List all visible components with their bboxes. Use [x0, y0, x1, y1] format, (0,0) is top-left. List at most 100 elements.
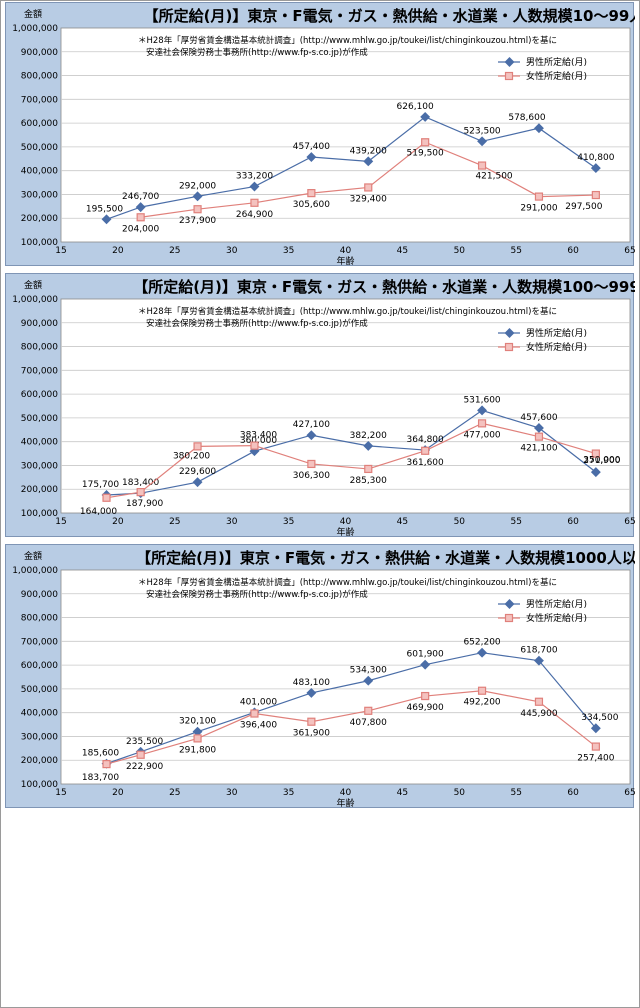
data-point-female: [364, 183, 373, 192]
series-line: [106, 422, 597, 499]
data-label-female: 297,500: [565, 202, 602, 212]
data-point-female: [477, 686, 487, 695]
data-point-male: [477, 136, 488, 147]
y-tick-label: 100,000: [21, 780, 58, 790]
chart-svg: 100,000 200,000 300,000 400,000 500,000 600,0…: [12, 549, 635, 809]
data-label-male: 246,700: [122, 192, 159, 202]
data-label-male: 292,000: [179, 181, 216, 191]
x-tick-label: 60: [567, 788, 579, 798]
source-note: ＊H28年「厚労省賃金構造基本統計調査」(http://www.mhlw.go.…: [138, 577, 557, 588]
data-label-female: 383,400: [240, 431, 277, 441]
y-tick-label: 500,000: [21, 414, 58, 424]
data-label-female: 350,000: [583, 456, 620, 466]
data-point-female: [421, 446, 430, 455]
data-label-male: 531,600: [463, 395, 500, 405]
data-label-female: 396,400: [240, 721, 277, 731]
x-tick-label: 55: [510, 246, 521, 256]
data-point-male: [534, 423, 544, 433]
legend-entry: 男性所定給(月): [526, 56, 587, 68]
data-label-male: 229,600: [179, 467, 216, 477]
data-point-female: [534, 697, 544, 706]
data-label-female: 380,200: [173, 451, 210, 461]
y-tick-label: 800,000: [21, 343, 58, 353]
data-point-male: [192, 191, 203, 202]
y-tick-label: 700,000: [21, 637, 58, 647]
data-point-female: [136, 213, 145, 222]
data-label-female: 519,500: [407, 148, 444, 158]
x-tick-label: 35: [283, 788, 294, 798]
data-label-female: 291,000: [520, 204, 557, 214]
x-axis-label: 年齢: [336, 255, 354, 267]
y-tick-label: 100,000: [21, 509, 58, 519]
series-line: [106, 116, 597, 220]
y-tick-label: 200,000: [21, 214, 58, 224]
data-point-female: [591, 449, 600, 458]
data-point-male: [590, 723, 601, 734]
data-label-male: 439,200: [350, 146, 387, 156]
data-label-female: 183,700: [82, 773, 119, 783]
data-point-female: [307, 189, 316, 198]
data-point-male: [306, 152, 317, 162]
data-label-male: 271,900: [583, 456, 620, 466]
data-label-male: 457,400: [293, 142, 330, 152]
x-axis-label: 年齢: [336, 797, 354, 809]
x-tick-label: 65: [624, 788, 635, 798]
x-tick-label: 20: [112, 246, 124, 256]
data-label-male: 427,100: [293, 420, 330, 430]
x-tick-label: 35: [283, 517, 294, 527]
data-point-female: [364, 706, 373, 715]
data-label-male: 401,000: [240, 697, 277, 707]
data-label-male: 333,200: [236, 172, 273, 182]
y-tick-label: 100,000: [21, 238, 58, 248]
chart-title: 【所定給(月)】東京・F電気・ガス・熱供給・水道業・人数規模1000人以上: [136, 549, 635, 567]
x-tick-label: 30: [226, 517, 238, 527]
data-label-female: 291,800: [179, 745, 216, 755]
y-tick-label: 300,000: [21, 732, 58, 742]
source-note: ＊H28年「厚労省賃金構造基本統計調査」(http://www.mhlw.go.…: [138, 306, 557, 317]
data-label-male: 626,100: [397, 102, 434, 112]
data-point-female: [421, 138, 430, 147]
data-label-female: 421,500: [475, 172, 512, 182]
y-axis-label: 金額: [24, 8, 42, 20]
data-point-female: [193, 442, 202, 451]
y-tick-label: 1,000,000: [12, 566, 58, 576]
data-label-female: 285,300: [350, 476, 387, 486]
data-point-male: [192, 477, 203, 488]
data-label-male: 601,900: [407, 650, 444, 660]
data-label-male: 320,100: [179, 717, 216, 727]
data-label-male: 360,000: [240, 436, 277, 446]
data-point-male: [590, 163, 601, 174]
x-tick-label: 15: [55, 788, 66, 798]
data-label-male: 235,500: [126, 737, 163, 747]
data-point-female: [136, 487, 145, 497]
data-label-female: 257,400: [577, 754, 614, 764]
data-label-female: 164,000: [80, 507, 117, 517]
plot-area: [60, 569, 631, 785]
y-tick-label: 300,000: [21, 190, 58, 200]
data-point-male: [590, 467, 601, 478]
x-tick-label: 15: [55, 246, 66, 256]
data-point-male: [534, 123, 544, 134]
x-tick-label: 40: [340, 517, 352, 527]
x-tick-label: 60: [567, 517, 579, 527]
chart-panel: 100,000 200,000 300,000 400,000 500,000 600,0…: [5, 273, 635, 538]
legend-entry: 女性所定給(月): [526, 341, 587, 353]
y-tick-label: 1,000,000: [12, 24, 58, 34]
y-tick-label: 600,000: [21, 390, 58, 400]
source-note: 安達社会保険労務士事務所(http://www.fp-s.co.jp)が作成: [146, 318, 368, 329]
plot-area: [60, 27, 631, 243]
chart-svg: 100,000 200,000 300,000 400,000 500,000 600,0…: [12, 278, 635, 538]
data-point-female: [250, 198, 259, 207]
source-note: 安達社会保険労務士事務所(http://www.fp-s.co.jp)が作成: [146, 589, 368, 600]
x-tick-label: 55: [510, 788, 521, 798]
data-label-female: 305,600: [293, 200, 330, 210]
data-label-male: 457,600: [520, 413, 557, 423]
x-tick-label: 60: [567, 246, 579, 256]
y-tick-label: 800,000: [21, 614, 58, 624]
data-label-male: 578,600: [508, 113, 545, 123]
data-label-male: 483,100: [293, 678, 330, 688]
data-point-female: [250, 441, 259, 450]
x-tick-label: 25: [169, 788, 180, 798]
data-label-male: 364,800: [407, 435, 444, 445]
legend-entry: 男性所定給(月): [526, 598, 587, 610]
